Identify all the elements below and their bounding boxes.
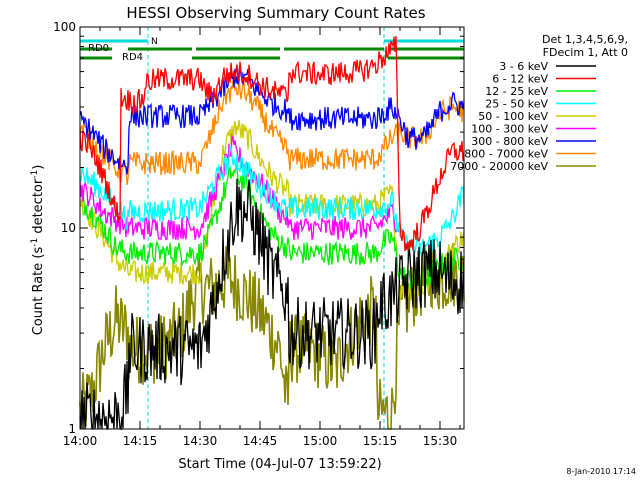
y-axis-label-sup2: -1 <box>30 170 40 179</box>
legend: Det 1,3,4,5,6,9, FDecim 1, Att 0 3 - 6 k… <box>450 33 628 173</box>
x-tick-label-2: 14:30 <box>183 434 218 448</box>
footer-timestamp: 8-Jan-2010 17:14 <box>566 467 636 476</box>
legend-label-2: 12 - 25 keV <box>485 85 548 98</box>
y-axis-label-part3: ) <box>31 165 46 170</box>
y-axis-label-sup1: -1 <box>30 238 40 247</box>
plot-area: RD0 N RD4 14:00 14:15 14:30 14:45 15:00 15:15 15:… <box>53 20 465 448</box>
flag-label-n: N <box>151 37 158 47</box>
y-tick-label-1: 10 <box>61 221 76 235</box>
x-tick-label-0: 14:00 <box>63 434 98 448</box>
legend-header-2: FDecim 1, Att 0 <box>543 46 628 59</box>
chart-title: HESSI Observing Summary Count Rates <box>126 4 425 22</box>
legend-label-8: 7000 - 20000 keV <box>450 160 548 173</box>
legend-label-4: 50 - 100 keV <box>478 110 548 123</box>
x-tick-label-5: 15:15 <box>363 434 398 448</box>
y-tick-label-2: 100 <box>53 20 76 34</box>
legend-label-3: 25 - 50 keV <box>485 98 548 111</box>
flag-label-rd0: RD0 <box>88 43 109 54</box>
series-line-3 <box>79 145 465 262</box>
x-axis-label: Start Time (04-Jul-07 13:59:22) <box>178 457 381 472</box>
series-line-6 <box>79 64 465 175</box>
legend-label-6: 300 - 800 keV <box>471 135 548 148</box>
series-line-5 <box>79 133 401 241</box>
y-axis-label-part1: Count Rate (s <box>31 247 46 336</box>
series-line-1 <box>79 35 465 252</box>
legend-header-1: Det 1,3,4,5,6,9, <box>542 33 628 46</box>
legend-label-1: 6 - 12 keV <box>492 73 548 86</box>
y-tick-label-0: 1 <box>68 422 76 436</box>
series-line-4 <box>79 119 465 301</box>
legend-label-0: 3 - 6 keV <box>499 60 548 73</box>
x-tick-label-3: 14:45 <box>243 434 278 448</box>
y-axis-label: Count Rate (s-1 detector-1) <box>30 165 46 336</box>
y-axis-label-part2: detector <box>31 178 46 238</box>
x-tick-label-1: 14:15 <box>123 434 158 448</box>
series-line-7 <box>79 77 465 186</box>
legend-label-7: 800 - 7000 keV <box>464 148 548 161</box>
flag-label-rd4: RD4 <box>122 52 143 63</box>
x-tick-label-6: 15:30 <box>423 434 458 448</box>
x-tick-label-4: 15:00 <box>303 434 338 448</box>
series-line-0 <box>79 178 465 431</box>
legend-label-5: 100 - 300 keV <box>471 123 548 136</box>
